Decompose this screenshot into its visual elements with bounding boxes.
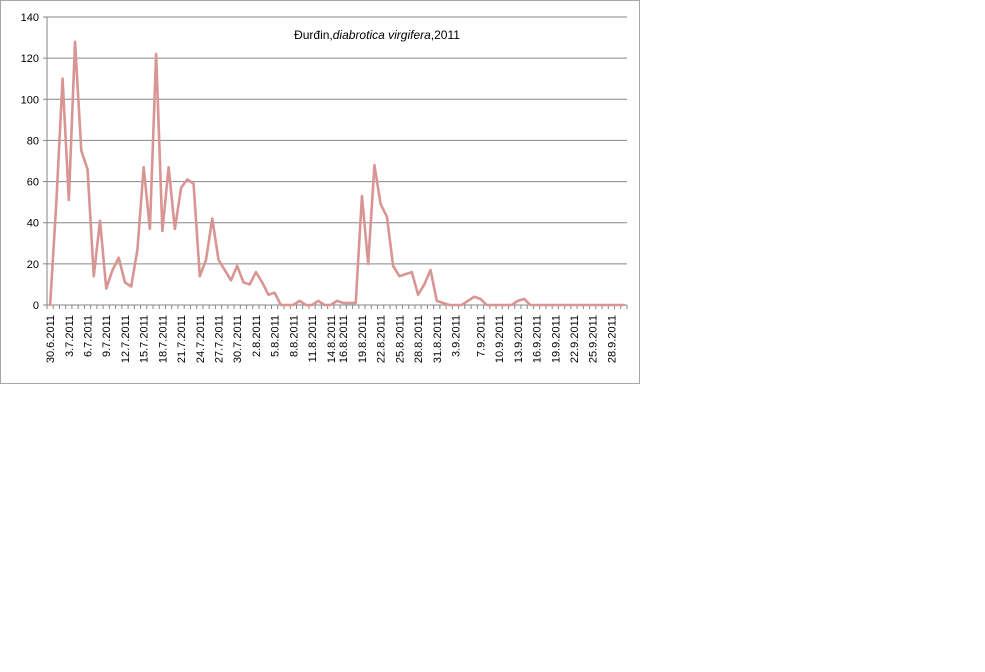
chart-title-part-1: Đurđin,: [294, 28, 333, 42]
x-tick-label: 9.7.2011: [101, 315, 113, 357]
x-tick-label: 25.8.2011: [394, 315, 406, 363]
y-tick-label: 20: [27, 259, 39, 271]
x-tick-label: 10.9.2011: [494, 315, 506, 363]
y-tick-label: 40: [27, 218, 39, 230]
x-tick-label: 14.8.2011: [326, 315, 338, 363]
chart-frame: 0 20 40 60 80 100 120 140 30.6.2011 3.7.2011 6.7.…: [0, 0, 640, 384]
x-tick-label: 22.9.2011: [569, 315, 581, 363]
y-tick-label: 0: [33, 300, 39, 312]
x-tick-label: 6.7.2011: [83, 315, 95, 357]
x-tick-label: 30.7.2011: [232, 315, 244, 363]
x-tick-label: 28.8.2011: [413, 315, 425, 363]
y-tick-label: 140: [21, 12, 39, 24]
x-tick-label: 12.7.2011: [120, 315, 132, 363]
x-tick-label: 5.8.2011: [270, 315, 282, 357]
y-axis-ticks: 0 20 40 60 80 100 120 140: [21, 12, 47, 312]
x-tick-label: 16.9.2011: [532, 315, 544, 363]
x-tick-label: 21.7.2011: [176, 315, 188, 363]
y-tick-label: 120: [21, 53, 39, 65]
x-tick-label: 19.8.2011: [357, 315, 369, 363]
x-tick-label: 19.9.2011: [550, 315, 562, 363]
y-tick-label: 60: [27, 177, 39, 189]
gridlines: [46, 16, 627, 306]
x-tick-label: 13.9.2011: [513, 315, 525, 363]
x-tick-label: 27.7.2011: [214, 315, 226, 363]
x-tick-label: 31.8.2011: [432, 315, 444, 363]
x-tick-label: 22.8.2011: [376, 315, 388, 363]
x-tick-label: 28.9.2011: [606, 315, 618, 363]
series-line: [48, 40, 626, 307]
x-tick-label: 24.7.2011: [195, 315, 207, 363]
line-chart: 0 20 40 60 80 100 120 140 30.6.2011 3.7.2011 6.7.…: [21, 12, 628, 363]
x-axis-ticks: 30.6.2011 3.7.2011 6.7.2011 9.7.2011 12.7.20…: [45, 305, 628, 363]
chart-title-part-3: ,2011: [431, 28, 460, 42]
y-tick-label: 80: [27, 135, 39, 147]
x-tick-label: 25.9.2011: [588, 315, 600, 363]
x-tick-label: 30.6.2011: [45, 315, 57, 363]
x-tick-label: 3.7.2011: [64, 315, 76, 357]
chart-title-part-2: diabrotica virgifera: [333, 28, 431, 42]
x-tick-label: 16.8.2011: [338, 315, 350, 363]
x-tick-label: 3.9.2011: [450, 315, 462, 357]
x-tick-label: 11.8.2011: [307, 315, 319, 362]
x-tick-label: 18.7.2011: [157, 315, 169, 363]
x-tick-label: 2.8.2011: [251, 315, 263, 357]
x-tick-label: 8.8.2011: [288, 315, 300, 357]
x-tick-label: 7.9.2011: [475, 315, 487, 357]
x-tick-label: 15.7.2011: [139, 315, 151, 363]
chart-title: Đurđin,diabrotica virgifera,2011: [294, 28, 460, 42]
y-tick-label: 100: [21, 94, 39, 106]
